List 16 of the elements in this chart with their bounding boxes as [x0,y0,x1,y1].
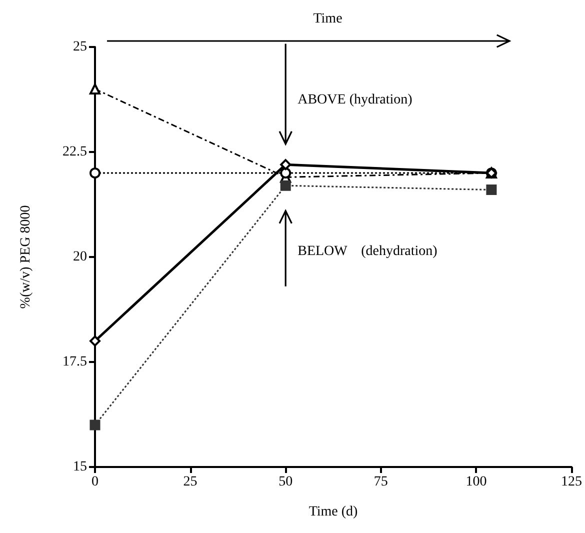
x-tick-label: 0 [92,474,98,490]
x-tick-label: 75 [374,474,388,490]
x-tick-label: 125 [561,474,582,490]
y-axis-title: %(w/v) PEG 8000 [18,205,34,309]
text: Time [313,12,342,26]
y-tick-label: 25 [73,40,87,54]
y-tick-label: 17.5 [62,354,87,370]
y-tick-label: 22.5 [62,144,87,160]
y-tick-label: 20 [73,250,87,264]
x-tick-label: 100 [466,474,487,490]
y-tick-label: 15 [73,460,87,474]
annotation: ABOVE (hydration) [298,92,413,108]
x-tick-label: 50 [278,474,293,490]
x-axis-title: Time (d) [308,504,358,520]
annotation: BELOW (dehydration) [298,244,438,259]
x-tick-label: 25 [183,474,198,490]
